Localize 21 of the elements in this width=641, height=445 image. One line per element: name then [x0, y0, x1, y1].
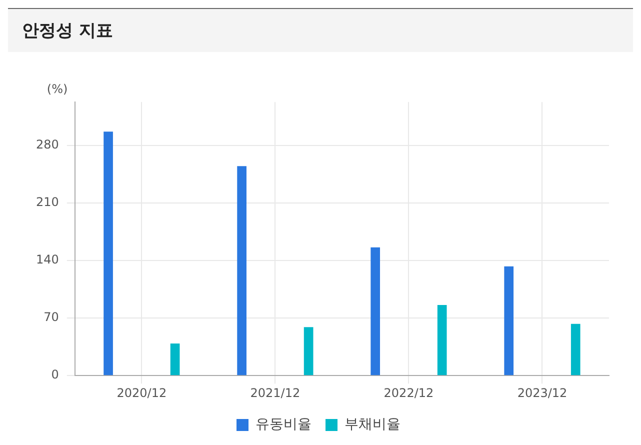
chart-title: 안정성 지표	[8, 8, 633, 52]
bar	[570, 324, 580, 376]
bar	[437, 304, 447, 376]
y-tick-label: 0	[51, 368, 59, 382]
bar	[370, 247, 380, 376]
bar	[170, 344, 180, 376]
y-tick-label: 280	[36, 138, 59, 152]
bar	[304, 327, 314, 376]
legend-label: 유동비율	[256, 416, 312, 433]
y-tick-label: 70	[44, 310, 59, 324]
y-axis-title: (%)	[46, 82, 68, 96]
x-tick-label: 2022/12	[384, 386, 434, 400]
x-tick-label: 2021/12	[250, 386, 300, 400]
legend-label: 부채비율	[344, 416, 400, 433]
bar	[504, 266, 514, 376]
bar	[104, 132, 113, 376]
y-tick-label: 210	[36, 195, 59, 210]
x-tick-label: 2020/12	[116, 386, 167, 400]
y-tick-label: 140	[36, 252, 59, 267]
x-tick-label: 2023/12	[517, 386, 568, 400]
bar	[237, 166, 246, 376]
